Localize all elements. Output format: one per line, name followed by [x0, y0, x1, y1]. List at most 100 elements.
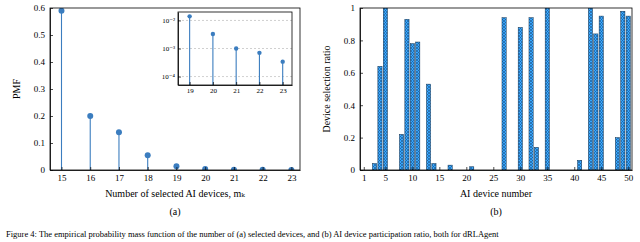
tick: 30 [516, 167, 526, 183]
bar [432, 164, 436, 170]
x-axis-title: AI device number [460, 188, 533, 199]
tick: 0.4 [34, 57, 53, 67]
bar [502, 18, 506, 170]
tick-mark [236, 82, 237, 85]
tick: 20 [210, 82, 218, 95]
tick: 25 [489, 167, 499, 183]
stem [145, 152, 151, 170]
stem-line [212, 34, 213, 85]
stem-marker [116, 129, 122, 135]
tick-mark [205, 167, 206, 170]
stem [87, 113, 93, 170]
bar [594, 34, 598, 170]
tick-mark [148, 167, 149, 170]
stem [280, 59, 284, 85]
tick: 5 [384, 167, 389, 183]
stem-line [90, 116, 91, 170]
tick: 0.2 [344, 133, 363, 143]
stem [288, 167, 294, 170]
tick-mark [50, 89, 53, 90]
plot-background [50, 8, 300, 170]
plot-frame [178, 12, 292, 85]
tick-mark [178, 77, 181, 78]
tick-label: 23 [280, 87, 288, 95]
stem [116, 129, 122, 170]
tick-mark [466, 167, 467, 170]
tick-mark [50, 35, 53, 36]
stem [173, 163, 179, 170]
stem-line [118, 132, 119, 170]
tick-mark [360, 40, 363, 41]
tick-label: 20 [210, 87, 218, 95]
grid-line [178, 20, 292, 21]
bar [399, 134, 403, 170]
y-axis-title: Device selection ratio [321, 45, 332, 132]
tick: 21 [233, 82, 241, 95]
x-axis-title: Number of selected AI devices, mₖ [105, 188, 245, 199]
bar [448, 165, 452, 170]
marks [58, 8, 294, 170]
tick: 10 [408, 167, 418, 183]
tick-label: 25 [489, 173, 499, 183]
tick-mark [364, 167, 365, 170]
stem-marker [173, 163, 179, 169]
tick-mark [259, 82, 260, 85]
subplot-label: (b) [490, 206, 502, 218]
tick: 50 [624, 167, 634, 183]
bar [626, 16, 630, 170]
stem [187, 14, 191, 85]
tick-mark [119, 167, 120, 170]
tick-mark [360, 138, 363, 139]
bar [518, 27, 522, 170]
bar [378, 66, 382, 170]
bar [545, 8, 549, 170]
tick-mark [50, 62, 53, 63]
stem-line [189, 16, 190, 85]
tick-mark [520, 167, 521, 170]
tick-mark [547, 167, 548, 170]
tick: 15 [435, 167, 445, 183]
tick-label: 0.6 [344, 68, 356, 78]
bar [410, 44, 414, 170]
stem-marker [288, 167, 294, 170]
grid [178, 20, 292, 76]
bar [426, 84, 430, 170]
tick-mark [412, 167, 413, 170]
plot-background [360, 8, 632, 170]
tick-mark [50, 116, 53, 117]
marks [187, 14, 284, 85]
axis: 151617181920212223 [51, 167, 301, 183]
tick-label: 0 [351, 165, 356, 175]
figure-svg: 15161718192021222300.10.20.30.40.50.6Num… [0, 0, 640, 242]
chart: 15161718192021222300.10.20.30.40.50.6Num… [11, 3, 301, 218]
tick-label: 20 [201, 173, 211, 183]
tick-label: 21 [233, 87, 241, 95]
bar [383, 8, 387, 170]
bar [470, 167, 474, 170]
tick-label: 1 [351, 3, 356, 13]
tick-mark [90, 167, 91, 170]
tick-label: 0.4 [344, 101, 356, 111]
stem-marker [260, 167, 266, 170]
stem-marker [87, 113, 93, 119]
subplot-label: (a) [169, 206, 180, 218]
bar [372, 164, 376, 170]
tick-label: 50 [624, 173, 634, 183]
tick: 21 [230, 167, 239, 183]
stem-marker [58, 8, 64, 14]
tick: 20 [201, 167, 211, 183]
plot-frame [360, 8, 632, 170]
tick: 0.3 [34, 84, 53, 94]
bar [588, 8, 592, 170]
stem-line [282, 62, 283, 85]
tick-label: 15 [435, 173, 445, 183]
tick-label: 16 [86, 173, 96, 183]
tick-label: 10⁻³ [162, 45, 175, 53]
tick-label: 19 [187, 87, 195, 95]
stem [257, 51, 261, 85]
tick-label: 0.2 [34, 111, 45, 121]
tick-label: 5 [384, 173, 389, 183]
tick-mark [574, 167, 575, 170]
axis: 00.10.20.30.40.50.6 [34, 3, 53, 175]
stem-marker [187, 14, 191, 18]
